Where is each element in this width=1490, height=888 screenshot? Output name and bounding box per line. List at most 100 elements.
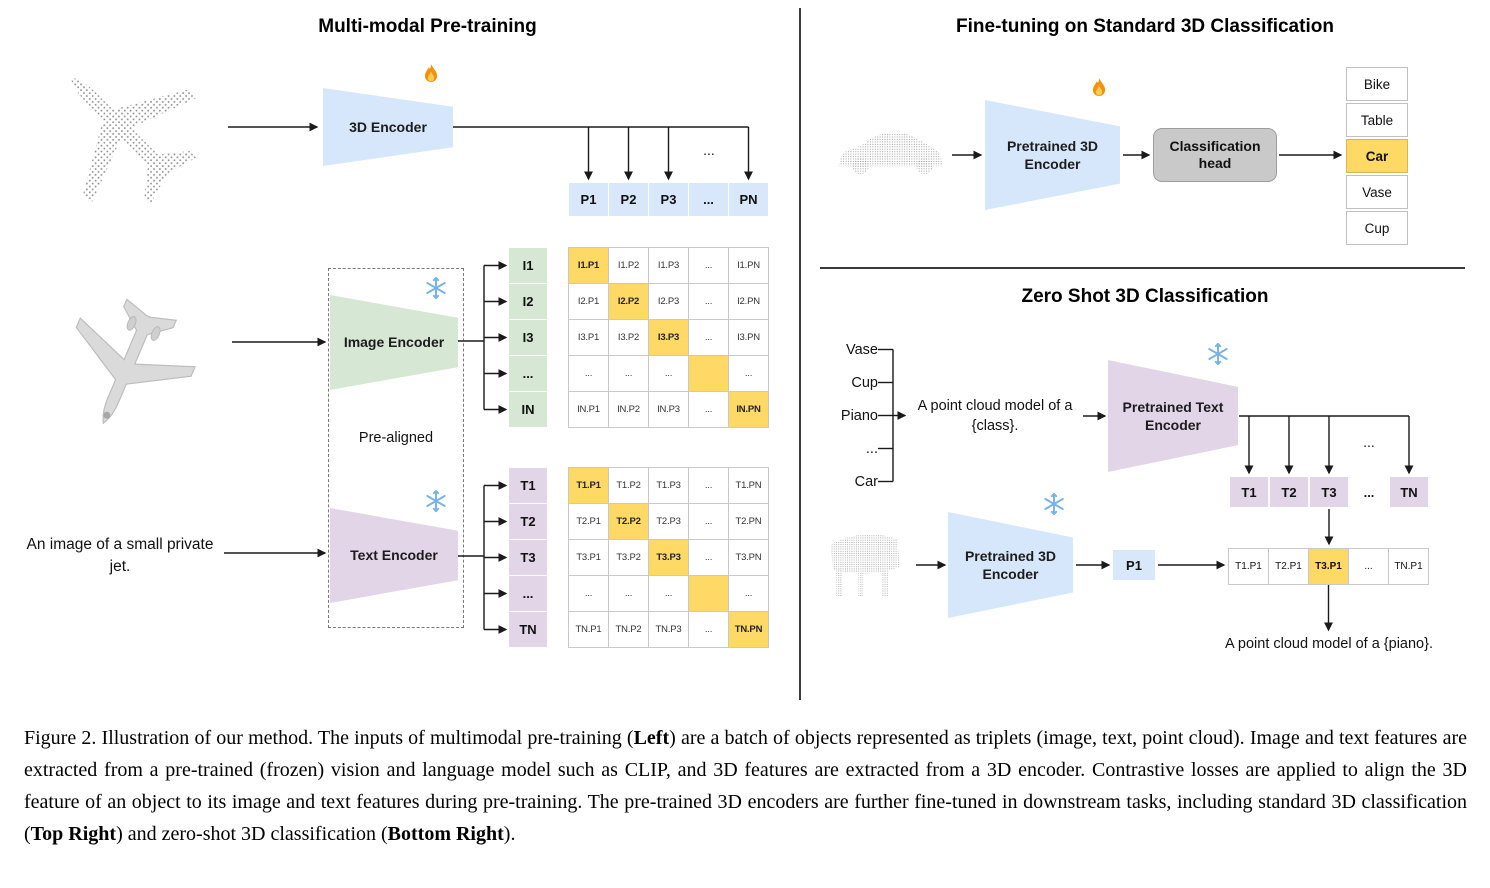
pretrained-text-encoder-block: Pretrained Text Encoder bbox=[1108, 360, 1238, 472]
matrix-cell: ... bbox=[689, 248, 728, 283]
point-feature-cell: P2 bbox=[609, 183, 648, 216]
matrix-cell: T1.P1 bbox=[569, 468, 608, 503]
matrix-cell: I2.P3 bbox=[649, 284, 688, 319]
fire-icon bbox=[424, 63, 438, 83]
image-feature-column: I1 I2 I3... IN bbox=[509, 248, 547, 427]
zero-shot-3d-encoder-label: Pretrained 3D Encoder bbox=[964, 547, 1057, 582]
snowflake-icon bbox=[1044, 493, 1064, 515]
caption-segment: ) are a batch of objects represented as … bbox=[24, 727, 1467, 845]
text-feature-cell: T2 bbox=[509, 504, 547, 539]
text-feature-cell: TN bbox=[509, 612, 547, 647]
image-feature-cell: I2 bbox=[509, 284, 547, 319]
airplane-image-shape bbox=[75, 298, 196, 425]
matrix-cell: ... bbox=[609, 356, 648, 391]
zero-shot-class-label: Vase bbox=[846, 341, 878, 358]
matrix-cell: T3.P1 bbox=[569, 540, 608, 575]
matrix-cell: IN.P2 bbox=[609, 392, 648, 427]
airplane-point-cloud bbox=[70, 76, 197, 203]
fire-icon bbox=[1092, 77, 1106, 97]
similarity-cell: T3.P1 bbox=[1309, 549, 1348, 584]
pre-aligned-label: Pre-aligned bbox=[358, 430, 434, 446]
pretrained-text-encoder-label: Pretrained Text Encoder bbox=[1122, 398, 1224, 433]
snowflake-icon bbox=[426, 490, 446, 512]
point-feature-cell: P3 bbox=[649, 183, 688, 216]
image-feature-cell: IN bbox=[509, 392, 547, 427]
class-cell: Car bbox=[1346, 139, 1408, 173]
matrix-cell: IN.P1 bbox=[569, 392, 608, 427]
classification-head-label: Classification head bbox=[1169, 137, 1261, 172]
class-cell: Vase bbox=[1346, 175, 1408, 209]
class-cell: Cup bbox=[1346, 211, 1408, 245]
matrix-cell: ... bbox=[649, 576, 688, 611]
matrix-cell: IN.P3 bbox=[649, 392, 688, 427]
matrix-cell: IN.PN bbox=[729, 392, 768, 427]
matrix-cell: ... bbox=[689, 320, 728, 355]
matrix-cell: TN.P2 bbox=[609, 612, 648, 647]
3d-encoder-block: 3D Encoder bbox=[323, 88, 453, 166]
matrix-cell: I3.PN bbox=[729, 320, 768, 355]
image-feature-cell: I1 bbox=[509, 248, 547, 283]
piano-point-cloud-shape bbox=[830, 534, 900, 574]
matrix-cell: T3.P2 bbox=[609, 540, 648, 575]
caption-segment: ). bbox=[503, 823, 516, 845]
prompt-text: A point cloud model of a {class}. bbox=[917, 398, 1073, 435]
panel-divider-vertical bbox=[799, 8, 801, 700]
matrix-cell: TN.PN bbox=[729, 612, 768, 647]
bottom-right-panel-title: Zero Shot 3D Classification bbox=[1021, 286, 1269, 307]
matrix-cell: TN.P3 bbox=[649, 612, 688, 647]
left-panel-title: Multi-modal Pre-training bbox=[318, 16, 537, 37]
snowflake-icon bbox=[1208, 343, 1228, 365]
matrix-cell: T3.PN bbox=[729, 540, 768, 575]
matrix-cell: T2.P3 bbox=[649, 504, 688, 539]
ellipsis: ... bbox=[703, 142, 715, 158]
similarity-cell: TN.P1 bbox=[1389, 549, 1428, 584]
caption-emphasis: Left bbox=[633, 727, 670, 749]
zero-shot-class-label: Car bbox=[854, 473, 878, 490]
pre-aligned-box bbox=[328, 268, 464, 628]
panel-divider-horizontal bbox=[820, 267, 1465, 269]
zero-shot-class-label: ... bbox=[865, 440, 878, 457]
matrix-cell: ... bbox=[609, 576, 648, 611]
piano-point-cloud bbox=[830, 534, 900, 597]
similarity-cell: ... bbox=[1349, 549, 1388, 584]
car-point-cloud-shape bbox=[838, 132, 943, 167]
matrix-cell: TN.P1 bbox=[569, 612, 608, 647]
matrix-cell: I1.P3 bbox=[649, 248, 688, 283]
matrix-cell: ... bbox=[689, 540, 728, 575]
text-feature-cell: T2 bbox=[1270, 477, 1308, 507]
airplane-image bbox=[75, 298, 196, 425]
matrix-cell: ... bbox=[689, 612, 728, 647]
caption-emphasis: Bottom Right bbox=[387, 823, 504, 845]
matrix-cell: I3.P3 bbox=[649, 320, 688, 355]
matrix-cell bbox=[689, 356, 728, 391]
matrix-cell: I3.P2 bbox=[609, 320, 648, 355]
image-encoder-label: Image Encoder bbox=[343, 334, 445, 351]
ellipsis: ... bbox=[1363, 434, 1375, 450]
text-feature-column: T1 T2 T3... TN bbox=[509, 468, 547, 647]
matrix-cell: ... bbox=[689, 284, 728, 319]
pretrained-3d-encoder-block: Pretrained 3D Encoder bbox=[985, 100, 1120, 210]
matrix-cell: T2.P1 bbox=[569, 504, 608, 539]
matrix-cell: ... bbox=[729, 576, 768, 611]
image-point-similarity-matrix: I1.P1 I1.P2 I1.P3... I1.PN I2.P1 I2.P2 I2.P3..… bbox=[568, 247, 769, 428]
matrix-cell: T1.P3 bbox=[649, 468, 688, 503]
matrix-cell: ... bbox=[689, 504, 728, 539]
matrix-cell: I1.P1 bbox=[569, 248, 608, 283]
snowflake-icon bbox=[426, 277, 446, 299]
caption-emphasis: Top Right bbox=[30, 823, 117, 845]
matrix-cell: I2.P2 bbox=[609, 284, 648, 319]
matrix-cell bbox=[689, 576, 728, 611]
point-feature-cell: ... bbox=[689, 183, 728, 216]
text-point-similarity-matrix: T1.P1 T1.P2 T1.P3... T1.PN T2.P1 T2.P2 T2.P3..… bbox=[568, 467, 769, 648]
caption-segment: Figure 2. Illustration of our method. Th… bbox=[24, 727, 634, 749]
matrix-cell: T2.PN bbox=[729, 504, 768, 539]
matrix-cell: T3.P3 bbox=[649, 540, 688, 575]
similarity-result-row: T1.P1 T2.P1 T3.P1... TN.P1 bbox=[1228, 548, 1429, 585]
text-feature-cell: T1 bbox=[1230, 477, 1268, 507]
text-encoder-label: Text Encoder bbox=[350, 547, 438, 564]
matrix-cell: ... bbox=[569, 356, 608, 391]
text-feature-cell: T3 bbox=[509, 540, 547, 575]
text-feature-cell: ... bbox=[509, 576, 547, 611]
classification-head-block: Classification head bbox=[1153, 128, 1277, 182]
